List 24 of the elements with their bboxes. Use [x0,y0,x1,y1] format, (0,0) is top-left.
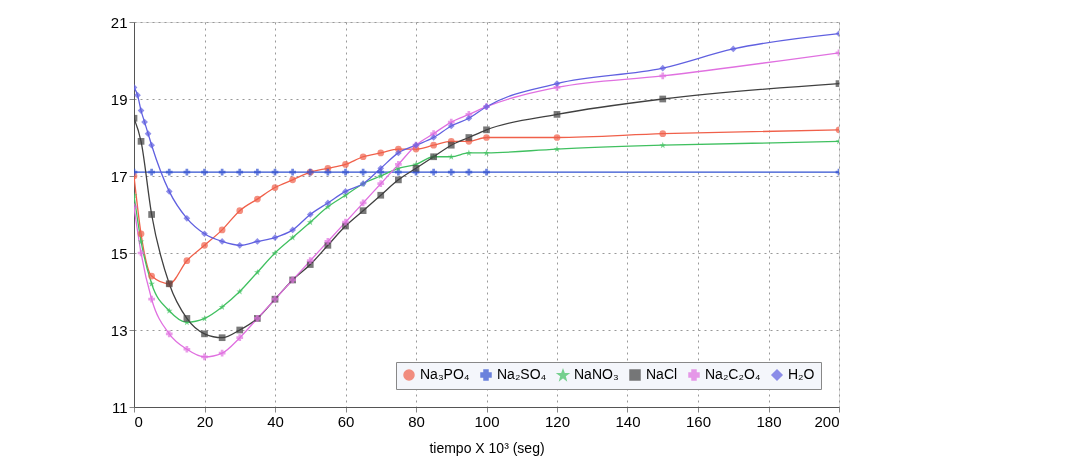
legend-label: NaCl [646,366,678,382]
x-tick-label: 120 [544,412,571,430]
x-tick-label: 0 [134,412,143,430]
y-tick-label: 21 [110,13,128,31]
x-tick-label: 140 [615,412,641,430]
legend-label: Na₂C₂O₄ [705,366,761,382]
y-tick-label: 13 [110,321,128,339]
x-tick-label: 80 [408,412,425,430]
legend-label: NaNO₃ [574,366,619,383]
legend-label: Na₃PO₄ [420,366,470,382]
x-tick-label: 180 [756,412,782,430]
legend-label: H₂O [788,366,815,382]
legend-label: Na₂SO₄ [497,366,547,382]
y-tick-label: 19 [110,90,128,108]
x-tick-label: 20 [196,412,214,430]
x-axis-title: tiempo X 10³ (seg) [429,439,545,456]
x-tick-label: 160 [685,412,712,430]
y-tick-label: 17 [110,167,128,185]
x-tick-label: 100 [474,412,500,430]
x-tick-label: 40 [267,412,284,430]
y-tick-label: 11 [111,398,128,416]
x-tick-label: 200 [814,412,840,430]
x-tick-label: 60 [337,412,355,430]
y-tick-label: 15 [110,244,128,262]
